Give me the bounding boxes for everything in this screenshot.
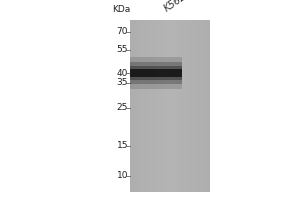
Bar (140, 20, 141, 192)
Bar (186, 20, 188, 192)
Bar (138, 20, 140, 192)
Bar (156, 20, 157, 192)
Bar (173, 20, 175, 192)
Bar (148, 20, 149, 192)
Bar (207, 20, 208, 192)
Bar (144, 20, 146, 192)
Bar (191, 20, 192, 192)
Bar (199, 20, 200, 192)
Bar (202, 20, 204, 192)
Bar (205, 20, 207, 192)
Text: 70: 70 (116, 27, 128, 36)
Bar (152, 20, 154, 192)
Text: 15: 15 (116, 141, 128, 150)
Bar (208, 20, 210, 192)
Text: 55: 55 (116, 45, 128, 54)
Bar (160, 20, 162, 192)
Bar (181, 20, 183, 192)
Bar (168, 20, 170, 192)
Bar (167, 20, 168, 192)
Text: 40: 40 (117, 69, 128, 78)
Bar (151, 20, 152, 192)
Bar (135, 20, 137, 192)
Bar (157, 20, 159, 192)
Bar (136, 20, 138, 192)
Bar (188, 20, 189, 192)
Bar (175, 20, 176, 192)
Text: K562: K562 (162, 0, 188, 14)
Bar (184, 20, 186, 192)
Bar (130, 62, 182, 84)
Bar (143, 20, 144, 192)
Text: 35: 35 (116, 78, 128, 87)
Bar (170, 20, 172, 192)
Bar (189, 20, 191, 192)
Bar (133, 20, 135, 192)
Text: KDa: KDa (112, 5, 130, 14)
Bar (200, 20, 202, 192)
Bar (196, 20, 197, 192)
Text: 25: 25 (117, 103, 128, 112)
Bar (194, 20, 196, 192)
Text: 10: 10 (116, 171, 128, 180)
Bar (154, 20, 156, 192)
Bar (130, 20, 210, 192)
Bar (197, 20, 199, 192)
Bar (141, 20, 143, 192)
Bar (132, 20, 133, 192)
Bar (183, 20, 184, 192)
Bar (164, 20, 165, 192)
Bar (180, 20, 181, 192)
Bar (192, 20, 194, 192)
Bar (130, 20, 132, 192)
Bar (172, 20, 173, 192)
Bar (130, 66, 182, 80)
Bar (130, 57, 182, 89)
Bar (204, 20, 205, 192)
Bar (130, 69, 182, 77)
Bar (176, 20, 178, 192)
Bar (178, 20, 180, 192)
Bar (149, 20, 151, 192)
Bar (162, 20, 164, 192)
Bar (165, 20, 167, 192)
Bar (159, 20, 161, 192)
Bar (146, 20, 148, 192)
